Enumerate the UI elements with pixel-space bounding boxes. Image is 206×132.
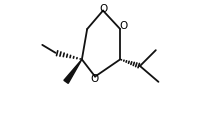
Text: O: O <box>90 74 98 84</box>
Text: O: O <box>99 4 107 14</box>
Text: O: O <box>119 21 128 31</box>
Polygon shape <box>64 59 82 83</box>
